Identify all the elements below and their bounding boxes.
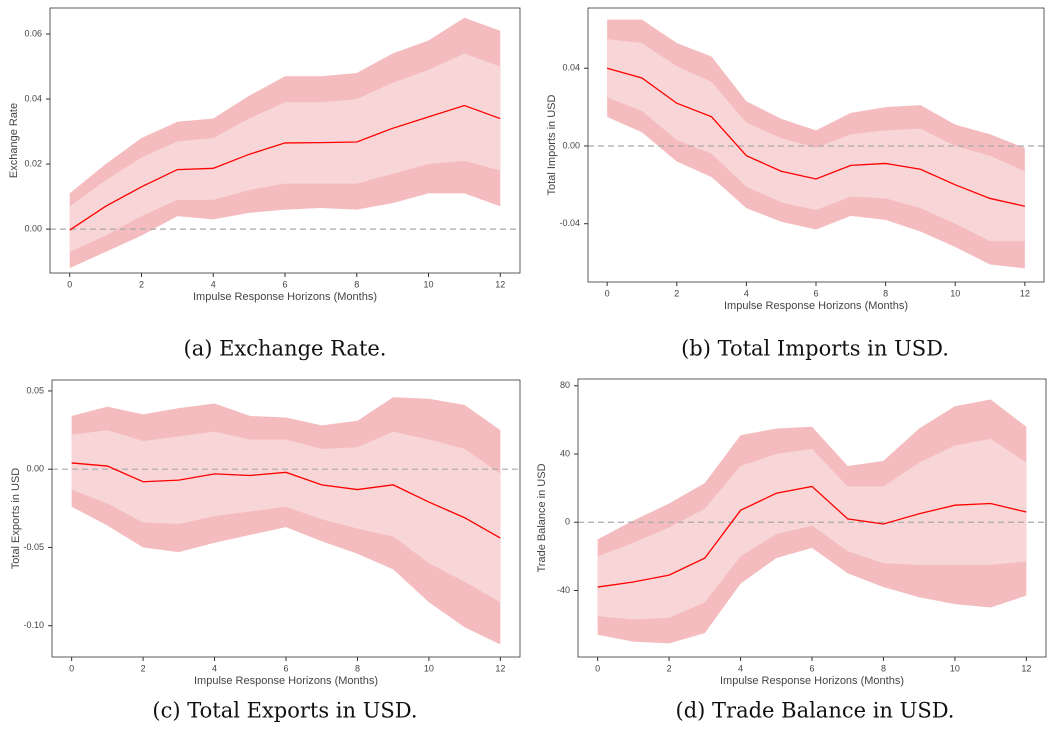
response-line bbox=[597, 485, 1027, 588]
y-axis-title: Total Imports in USD bbox=[546, 95, 558, 196]
y-tick-label: 80 bbox=[560, 380, 570, 390]
confidence-band bbox=[69, 53, 501, 252]
x-tick-label: 0 bbox=[595, 663, 600, 673]
x-tick-label: 6 bbox=[813, 288, 818, 298]
x-tick-label: 0 bbox=[67, 279, 72, 289]
x-tick-label: 12 bbox=[1020, 288, 1030, 298]
x-tick-label: 4 bbox=[212, 663, 217, 673]
x-tick-label: 2 bbox=[667, 663, 672, 673]
x-tick-label: 0 bbox=[605, 288, 610, 298]
y-axis-title: Exchange Rate bbox=[8, 103, 20, 178]
caption: (b) Total Imports in USD. bbox=[681, 337, 949, 361]
confidence-band bbox=[71, 430, 501, 603]
caption: (a) Exchange Rate. bbox=[184, 337, 387, 361]
y-tick-label: 40 bbox=[560, 448, 570, 458]
x-tick-label: 2 bbox=[141, 663, 146, 673]
y-tick-label: -0.05 bbox=[23, 542, 44, 552]
x-tick-label: 0 bbox=[69, 663, 74, 673]
confidence-band bbox=[597, 438, 1027, 620]
x-tick-label: 8 bbox=[355, 663, 360, 673]
confidence-band bbox=[607, 19, 1025, 269]
y-tick-label: 0.00 bbox=[26, 464, 44, 474]
x-tick-label: 12 bbox=[495, 279, 505, 289]
x-tick-label: 10 bbox=[424, 663, 434, 673]
y-tick-label: 0 bbox=[565, 517, 570, 527]
y-axis-title: Total Exports in USD bbox=[10, 468, 22, 570]
y-tick-label: -40 bbox=[557, 585, 570, 595]
y-tick-label: 0.05 bbox=[26, 385, 44, 395]
y-tick-label: 0.06 bbox=[24, 28, 42, 38]
x-axis-title: Impulse Response Horizons (Months) bbox=[193, 291, 377, 303]
x-tick-label: 2 bbox=[139, 279, 144, 289]
y-tick-label: -0.04 bbox=[559, 218, 580, 228]
confidence-band bbox=[607, 39, 1025, 242]
x-tick-label: 4 bbox=[738, 663, 743, 673]
x-tick-label: 2 bbox=[674, 288, 679, 298]
caption: (c) Total Exports in USD. bbox=[152, 699, 417, 723]
x-tick-label: 12 bbox=[1021, 663, 1031, 673]
y-tick-label: 0.04 bbox=[24, 93, 42, 103]
x-tick-label: 10 bbox=[950, 663, 960, 673]
x-tick-label: 8 bbox=[883, 288, 888, 298]
x-tick-label: 10 bbox=[424, 279, 434, 289]
y-tick-label: 0.00 bbox=[24, 223, 42, 233]
x-axis-title: Impulse Response Horizons (Months) bbox=[724, 300, 908, 312]
y-tick-label: 0.00 bbox=[562, 140, 580, 150]
x-tick-label: 4 bbox=[211, 279, 216, 289]
caption: (d) Trade Balance in USD. bbox=[676, 699, 955, 723]
x-tick-label: 8 bbox=[881, 663, 886, 673]
y-axis-title: Trade Balance in USD bbox=[536, 463, 548, 572]
x-axis-title: Impulse Response Horizons (Months) bbox=[720, 675, 904, 687]
y-tick-label: 0.02 bbox=[24, 158, 42, 168]
x-tick-label: 6 bbox=[282, 279, 287, 289]
x-tick-label: 12 bbox=[495, 663, 505, 673]
x-tick-label: 10 bbox=[950, 288, 960, 298]
response-line bbox=[69, 104, 501, 231]
x-axis-title: Impulse Response Horizons (Months) bbox=[194, 675, 378, 687]
y-tick-label: -0.10 bbox=[23, 620, 44, 630]
x-tick-label: 6 bbox=[283, 663, 288, 673]
x-tick-label: 4 bbox=[744, 288, 749, 298]
y-tick-label: 0.04 bbox=[562, 63, 580, 73]
x-tick-label: 6 bbox=[809, 663, 814, 673]
response-line bbox=[606, 67, 1025, 207]
response-line bbox=[71, 462, 501, 539]
x-tick-label: 8 bbox=[354, 279, 359, 289]
